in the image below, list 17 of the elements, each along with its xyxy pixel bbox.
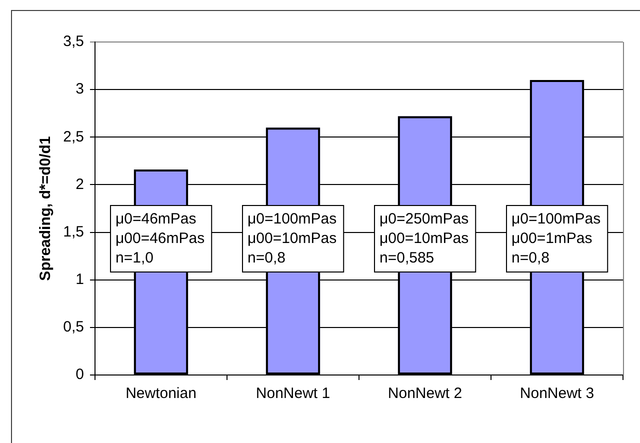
y-tick-label: 2 xyxy=(76,176,84,193)
x-tick-label: NonNewt 2 xyxy=(388,385,462,402)
annotation: μ0=46mPas μ00=46mPas n=1,0 xyxy=(116,210,205,266)
x-tick-label: NonNewt 3 xyxy=(520,385,594,402)
annotation: μ0=100mPas μ00=1mPas n=0,8 xyxy=(512,210,601,266)
y-tick-label: 3 xyxy=(76,80,84,98)
y-axis-title: Spreading, d*=d0/d1 xyxy=(37,136,54,281)
annotation: μ0=250mPas μ00=10mPas n=0,585 xyxy=(380,210,469,266)
annotation: μ0=100mPas μ00=10mPas n=0,8 xyxy=(248,210,337,266)
y-tick-label: 0,5 xyxy=(63,318,84,336)
y-tick-label: 1,5 xyxy=(63,223,84,240)
y-tick-label: 1 xyxy=(76,271,84,288)
x-tick-label: NonNewt 1 xyxy=(256,385,330,402)
y-tick-label: 3,5 xyxy=(63,33,84,50)
x-tick-label: Newtonian xyxy=(126,385,196,402)
y-tick-label: 2,5 xyxy=(63,128,84,146)
y-tick-label: 0 xyxy=(76,366,84,384)
